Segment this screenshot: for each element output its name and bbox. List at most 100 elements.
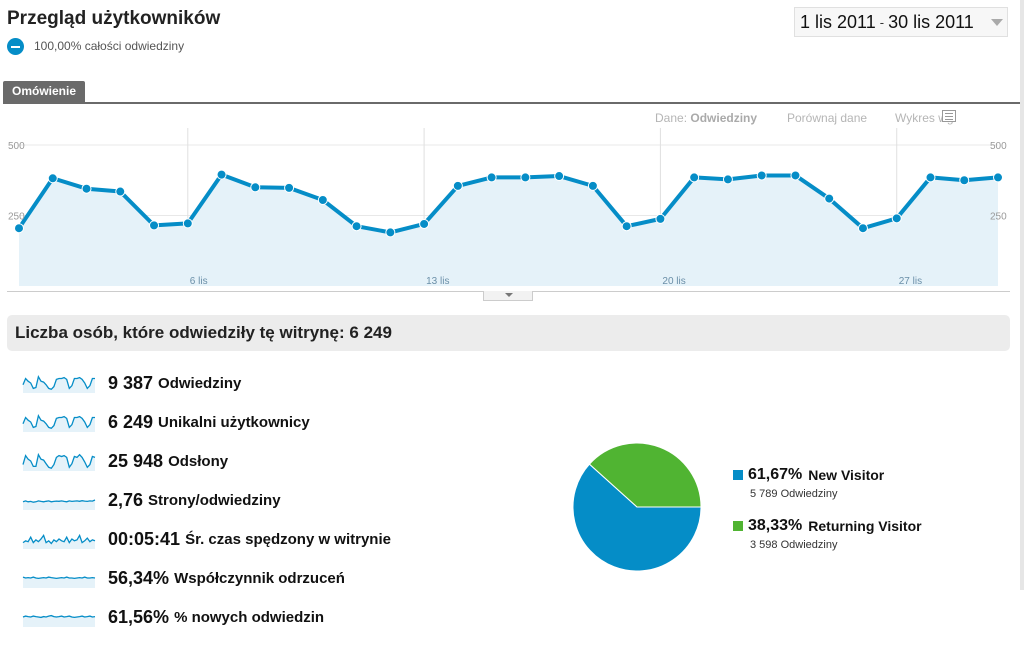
chart-type-icon[interactable] <box>942 110 956 122</box>
sparkline-icon <box>22 413 95 432</box>
x-tick-label: 20 lis <box>662 276 685 287</box>
metric-row[interactable]: 9 387 Odwiedziny <box>22 372 241 394</box>
x-tick-label: 6 lis <box>190 276 208 287</box>
y-tick-label-left: 500 <box>8 141 25 152</box>
page-title: Przegląd użytkowników <box>7 8 221 29</box>
legend-returning-name: Returning Visitor <box>808 518 922 534</box>
data-point[interactable] <box>317 194 328 205</box>
legend-returning-visits: 3 598 Odwiedziny <box>750 539 838 551</box>
date-start: 1 lis 2011 <box>800 11 876 32</box>
data-point[interactable] <box>47 173 58 184</box>
metric-label: Odwiedziny <box>158 374 242 392</box>
metric-row[interactable]: 61,56%% nowych odwiedzin <box>22 606 324 628</box>
legend-returning-pct: 38,33% <box>748 517 803 534</box>
data-point[interactable] <box>959 175 970 186</box>
data-point[interactable] <box>925 172 936 183</box>
data-point[interactable] <box>419 218 430 229</box>
metric-label: Odsłony <box>168 452 229 470</box>
chart-data-metric: Odwiedziny <box>690 111 758 125</box>
data-point[interactable] <box>115 186 126 197</box>
metric-value: 56,34% <box>108 567 170 588</box>
chart-data-prefix: Dane: <box>655 111 688 125</box>
data-point[interactable] <box>520 172 531 183</box>
data-point[interactable] <box>149 220 160 231</box>
data-point[interactable] <box>250 182 261 193</box>
data-point[interactable] <box>351 221 362 232</box>
metric-label: Współczynnik odrzuceń <box>174 569 345 587</box>
data-point[interactable] <box>385 227 396 238</box>
tab-overview[interactable]: Omówienie <box>3 81 86 102</box>
legend-returning-visitor: 38,33% Returning Visitor 3 598 Odwiedzin… <box>733 517 922 551</box>
chart-by-label: Wykres wg: <box>895 111 957 125</box>
data-point[interactable] <box>182 218 193 229</box>
sparkline-icon <box>22 533 96 549</box>
chevron-down-icon[interactable] <box>991 19 1003 26</box>
series-line <box>17 172 999 235</box>
sparkline-icon <box>22 452 96 471</box>
y-tick-label-left: 250 <box>8 212 25 223</box>
metric-row[interactable]: 25 948 Odsłony <box>22 450 228 472</box>
x-tick-label: 13 lis <box>426 276 449 287</box>
metric-value: 61,56% <box>108 606 170 627</box>
data-point[interactable] <box>993 172 1003 183</box>
legend-new-visits: 5 789 Odwiedziny <box>750 488 838 500</box>
date-end: 30 lis 2011 <box>888 11 974 32</box>
data-point[interactable] <box>486 172 497 183</box>
metric-label: Strony/odwiedziny <box>148 491 281 509</box>
data-point[interactable] <box>824 193 835 204</box>
metric-value: 9 387 <box>108 372 154 393</box>
data-point[interactable] <box>284 182 295 193</box>
data-point[interactable] <box>621 221 632 232</box>
data-point[interactable] <box>790 170 801 181</box>
metric-value: 25 948 <box>108 450 164 471</box>
metric-label: Unikalni użytkownicy <box>158 413 310 431</box>
data-point[interactable] <box>216 169 227 180</box>
data-point[interactable] <box>891 213 902 224</box>
x-tick-label: 27 lis <box>899 276 922 287</box>
date-separator: - <box>879 14 885 30</box>
y-tick-label-right: 500 <box>990 141 1007 152</box>
legend-new-visitor: 61,67% New Visitor 5 789 Odwiedziny <box>733 466 884 500</box>
metric-value: 6 249 <box>108 411 154 432</box>
pie-slice-returning-visitor[interactable] <box>588 442 702 508</box>
legend-swatch-new <box>733 470 743 480</box>
segment-pie-icon <box>7 37 24 55</box>
sparkline-icon <box>22 576 96 588</box>
metric-row[interactable]: 6 249 Unikalni użytkownicy <box>22 411 310 433</box>
data-point[interactable] <box>689 172 700 183</box>
data-point[interactable] <box>14 223 24 234</box>
sparkline-icon <box>22 374 95 393</box>
pie-slice-new-visitor[interactable] <box>572 463 702 572</box>
data-point[interactable] <box>655 213 666 224</box>
metric-row[interactable]: 00:05:41 Śr. czas spędzony w witrynie <box>22 528 391 550</box>
chart-expand-toggle[interactable] <box>483 291 533 301</box>
segment-label: 100,00% całości odwiedziny <box>34 39 185 53</box>
visitor-type-pie-chart <box>572 442 702 572</box>
summary-heading: Liczba osób, które odwiedziły tę witrynę… <box>7 315 1010 351</box>
data-point[interactable] <box>554 171 565 182</box>
chart-data-selector[interactable]: Dane: Odwiedziny <box>655 111 757 125</box>
metric-row[interactable]: 2,76 Strony/odwiedziny <box>22 489 281 511</box>
right-border <box>1020 0 1024 590</box>
data-point[interactable] <box>452 180 463 191</box>
metric-row[interactable]: 56,34% Współczynnik odrzuceń <box>22 567 345 589</box>
data-point[interactable] <box>81 183 92 194</box>
date-range-picker[interactable]: 1 lis 2011 - 30 lis 2011 <box>794 7 1008 37</box>
compare-data-link[interactable]: Porównaj dane <box>787 111 868 125</box>
metric-value: 2,76 <box>108 489 144 510</box>
legend-new-pct: 61,67% <box>748 466 803 483</box>
data-point[interactable] <box>587 180 598 191</box>
legend-swatch-returning <box>733 521 743 531</box>
area-fill <box>19 174 998 286</box>
visits-line-chart: 500 500 250 250 6 lis 13 lis 20 lis 27 lis <box>8 128 1007 287</box>
metric-label: % nowych odwiedzin <box>174 608 325 626</box>
segment-indicator[interactable]: 100,00% całości odwiedziny <box>7 36 184 56</box>
sparkline-icon <box>22 614 96 627</box>
data-point[interactable] <box>857 223 868 234</box>
legend-new-name: New Visitor <box>808 467 885 483</box>
data-point[interactable] <box>722 174 733 185</box>
metric-label: Śr. czas spędzony w witrynie <box>185 530 391 548</box>
metric-value: 00:05:41 <box>108 528 181 549</box>
sparkline-icon <box>22 499 96 510</box>
data-point[interactable] <box>756 170 767 181</box>
